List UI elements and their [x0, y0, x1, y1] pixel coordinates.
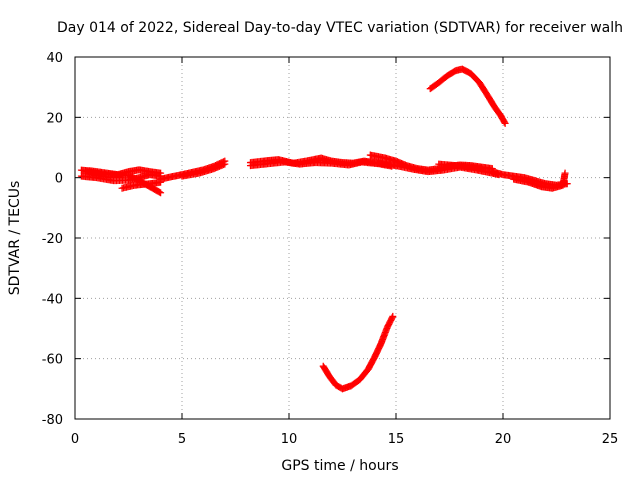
series-arc-afternoon-3 — [435, 160, 486, 173]
data-points — [77, 65, 571, 393]
series-arc-evening-2 — [510, 169, 569, 192]
data-point — [561, 169, 569, 177]
y-tick-label: -60 — [42, 353, 63, 368]
x-tick-label: 20 — [495, 432, 512, 447]
grid-lines — [75, 57, 610, 419]
data-point — [388, 314, 396, 322]
chart-title: Day 014 of 2022, Sidereal Day-to-day VTE… — [57, 20, 623, 36]
x-tick-label: 10 — [281, 432, 298, 447]
y-tick-label: -20 — [42, 232, 63, 247]
x-tick-label: 15 — [388, 432, 405, 447]
y-tick-label: -40 — [42, 292, 63, 307]
data-point — [500, 118, 508, 126]
x-axis-label: GPS time / hours — [281, 458, 398, 474]
data-point — [389, 312, 397, 320]
series-arc-early-4 — [118, 178, 165, 192]
series-arc-midday-2 — [246, 158, 396, 170]
data-point — [221, 160, 229, 168]
x-tick-label: 25 — [602, 432, 619, 447]
data-point — [157, 189, 165, 197]
axis-ticks: 0 5 10 15 20 25 -80 -60 -40 -20 0 20 40 — [42, 51, 619, 447]
y-tick-label: 40 — [46, 51, 63, 66]
y-tick-label: -80 — [42, 413, 63, 428]
y-tick-label: 20 — [46, 111, 63, 126]
series-arc-early-3 — [82, 168, 165, 197]
data-point — [478, 165, 486, 173]
series-arc-morning-2 — [178, 160, 229, 180]
x-tick-label: 5 — [178, 432, 186, 447]
series-arc-lower — [319, 312, 397, 393]
series-arc-upper — [426, 65, 509, 127]
x-tick-label: 0 — [71, 432, 79, 447]
y-axis-label: SDTVAR / TECUs — [7, 181, 23, 296]
data-point — [501, 119, 509, 127]
data-point — [155, 188, 163, 196]
y-tick-label: 0 — [55, 172, 63, 187]
